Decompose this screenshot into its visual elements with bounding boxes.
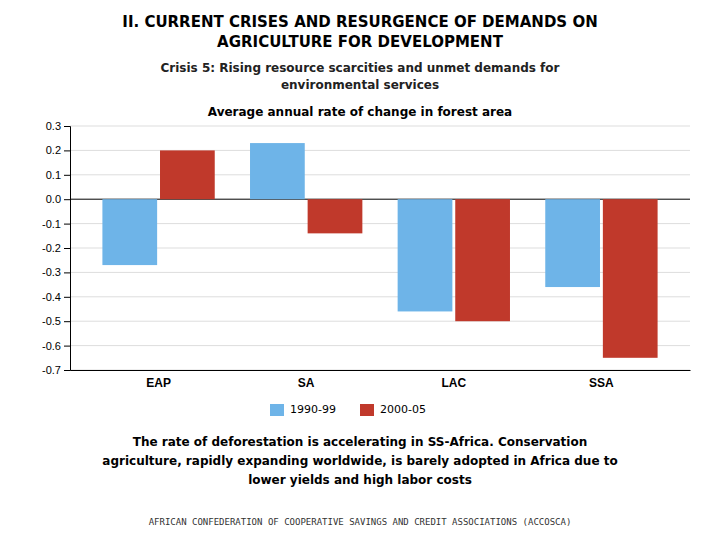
footer: AFRICAN CONFEDERATION OF COOPERATIVE SAV… <box>149 517 572 527</box>
bar <box>308 199 363 233</box>
y-tick-label: -0.1 <box>42 218 61 230</box>
legend-item: 1990-99 <box>270 403 336 416</box>
bars <box>102 143 657 358</box>
plot: -0.7 -0.6 -0.5 -0.4 -0.3 -0.2 -0.1 0.0 0.1 0.2 0.3… <box>42 120 690 390</box>
y-tick: 0.2 <box>46 144 70 156</box>
y-tick-label: 0.1 <box>46 169 61 181</box>
x-tick: LAC <box>441 370 466 390</box>
y-tick: -0.4 <box>42 291 70 303</box>
grid-line <box>70 370 690 371</box>
note: lower yields and high labor costs <box>248 473 472 487</box>
y-tick-label: -0.6 <box>42 340 61 352</box>
heading: II. CURRENT CRISES AND RESURGENCE OF DEM… <box>122 13 597 31</box>
note: The rate of deforestation is acceleratin… <box>133 435 588 449</box>
y-tick: 0.1 <box>46 169 70 181</box>
heading: AGRICULTURE FOR DEVELOPMENT <box>217 33 504 51</box>
grid-line <box>70 345 690 346</box>
bar <box>455 199 510 321</box>
grid-line <box>70 321 690 322</box>
bar-series <box>160 150 658 357</box>
grid-line <box>70 296 690 297</box>
legend-item: 2000-05 <box>360 403 426 416</box>
y-tick-mark <box>64 224 70 225</box>
legend-swatch <box>270 404 284 416</box>
subtitle: Crisis 5: Rising resource scarcities and… <box>160 61 559 75</box>
bar <box>102 199 157 265</box>
y-tick-mark <box>64 248 70 249</box>
grid-line <box>70 126 690 127</box>
x-tick-label: LAC <box>441 376 466 390</box>
chart: II. CURRENT CRISES AND RESURGENCE OF DEM… <box>0 0 720 540</box>
y-tick-mark <box>64 321 70 322</box>
y-tick-label: -0.2 <box>42 242 61 254</box>
bar <box>250 143 305 199</box>
y-tick: -0.5 <box>42 315 70 327</box>
y-tick-mark <box>64 175 70 176</box>
y-tick: -0.2 <box>42 242 70 254</box>
legend: 1990-99 2000-05 <box>270 403 426 416</box>
y-tick-mark <box>64 297 70 298</box>
y-tick-mark <box>64 370 70 371</box>
y-tick-mark <box>64 199 70 200</box>
x-tick: SSA <box>589 370 614 390</box>
x-tick-label: SSA <box>589 376 614 390</box>
subtitle: environmental services <box>281 78 439 92</box>
chart-title: Average annual rate of change in forest … <box>208 105 512 119</box>
y-tick-label: -0.4 <box>42 291 61 303</box>
x-tick-label: SA <box>298 376 315 390</box>
y-tick: -0.3 <box>42 266 70 278</box>
y-tick: -0.1 <box>42 218 70 230</box>
y-tick: 0.0 <box>46 193 70 205</box>
legend-label: 2000-05 <box>380 403 426 416</box>
note: agriculture, rapidly expanding worldwide… <box>102 454 617 468</box>
x-axis: EAP SA LAC SSA <box>71 370 691 390</box>
bar <box>603 199 658 358</box>
y-tick-mark <box>64 272 70 273</box>
y-tick-label: 0.2 <box>46 144 61 156</box>
y-tick-label: -0.3 <box>42 266 61 278</box>
y-tick-label: -0.5 <box>42 315 61 327</box>
y-tick-label: 0.3 <box>46 120 61 132</box>
y-tick-label: -0.7 <box>42 364 61 376</box>
plot-background <box>70 126 690 370</box>
grid <box>70 126 690 370</box>
y-tick: -0.6 <box>42 340 70 352</box>
x-axis-line <box>71 370 691 371</box>
legend-label: 1990-99 <box>290 403 336 416</box>
y-tick-mark <box>64 150 70 151</box>
y-tick-mark <box>64 126 70 127</box>
x-tick: SA <box>298 370 315 390</box>
y-tick: 0.3 <box>46 120 70 132</box>
x-tick-label: EAP <box>146 376 171 390</box>
y-tick-label: 0.0 <box>46 193 61 205</box>
bar <box>545 199 600 287</box>
bar <box>160 150 215 199</box>
bar-series <box>102 143 600 311</box>
x-tick: EAP <box>146 370 171 390</box>
bar <box>398 199 453 311</box>
y-tick: -0.7 <box>42 364 70 376</box>
y-axis: -0.7 -0.6 -0.5 -0.4 -0.3 -0.2 -0.1 0.0 0.1 0.2 0.3 <box>42 120 70 376</box>
y-axis-line <box>64 127 71 371</box>
legend-swatch <box>360 404 374 416</box>
y-tick-mark <box>64 346 70 347</box>
